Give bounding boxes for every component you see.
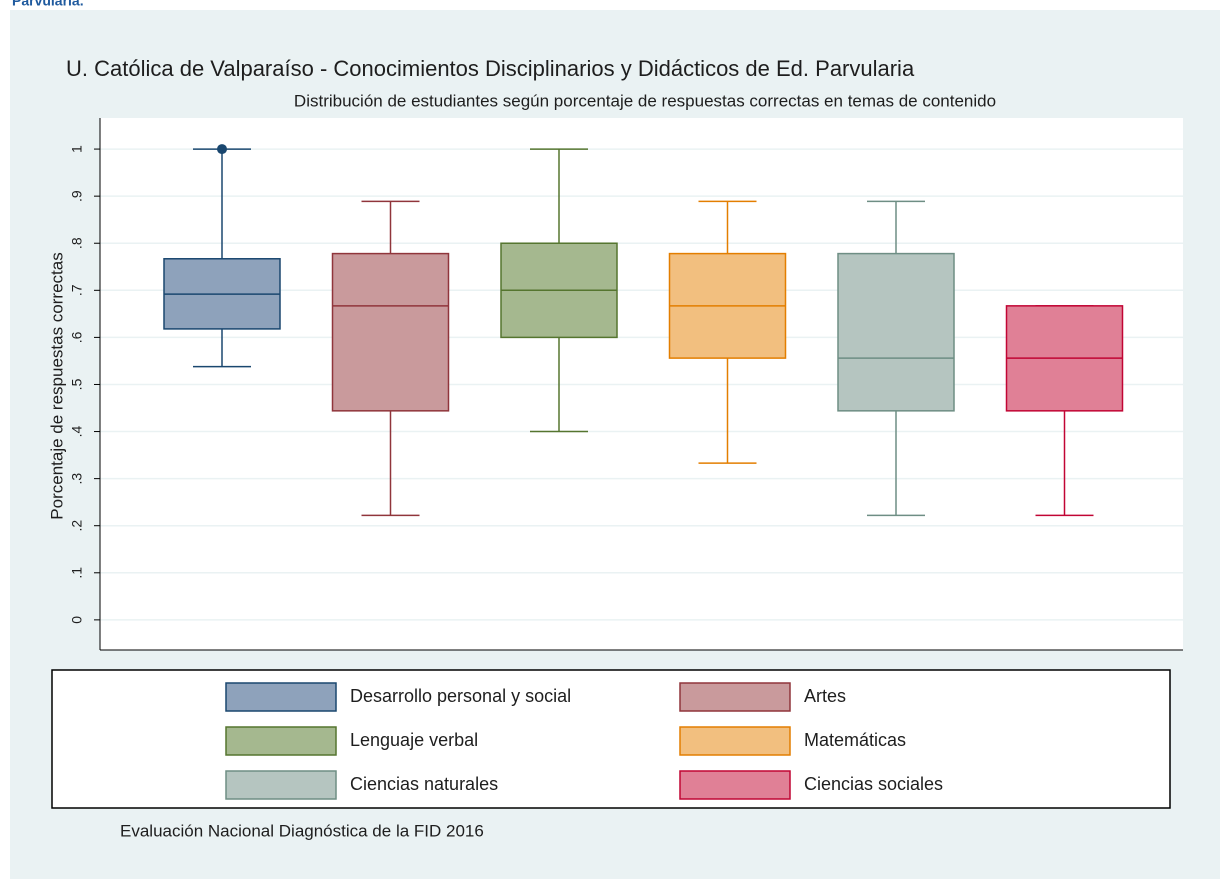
legend-label: Matemáticas	[804, 730, 906, 750]
legend-label: Ciencias sociales	[804, 774, 943, 794]
legend-swatch	[679, 726, 791, 756]
chart-subtitle: Distribución de estudiantes según porcen…	[294, 91, 996, 110]
legend-swatch	[225, 726, 337, 756]
legend	[51, 669, 1171, 809]
y-tick-label: .3	[69, 473, 85, 485]
box-group	[500, 148, 618, 433]
legend-swatch	[679, 770, 791, 800]
page-heading: Parvularia.	[12, 0, 84, 9]
legend-swatch	[679, 682, 791, 712]
box-group	[668, 200, 787, 464]
y-tick-label: 0	[69, 616, 85, 624]
legend-swatch	[225, 682, 337, 712]
y-axis-title: Porcentaje de respuestas correctas	[47, 252, 66, 519]
box-group	[837, 200, 955, 517]
y-tick-label: .8	[69, 237, 85, 249]
y-tick-label: .4	[69, 426, 85, 438]
legend-label: Ciencias naturales	[350, 774, 498, 794]
legend-label: Lenguaje verbal	[350, 730, 478, 750]
legend-swatch	[225, 770, 337, 800]
box	[837, 252, 955, 412]
y-tick-label: .2	[69, 520, 85, 532]
box	[331, 252, 450, 412]
legend-label: Artes	[804, 686, 846, 706]
outlier	[217, 144, 227, 155]
y-tick-label: .6	[69, 331, 85, 343]
y-tick-label: .1	[69, 567, 85, 579]
box-group	[331, 200, 450, 517]
y-tick-label: 1	[69, 145, 85, 153]
box-group	[1005, 305, 1124, 517]
box-group	[163, 144, 281, 368]
note: Evaluación Nacional Diagnóstica de la FI…	[120, 821, 484, 840]
chart-title: U. Católica de Valparaíso - Conocimiento…	[66, 56, 915, 81]
legend-label: Desarrollo personal y social	[350, 686, 571, 706]
y-tick-label: .9	[69, 190, 85, 202]
y-tick-label: .7	[69, 284, 85, 296]
y-tick-label: .5	[69, 378, 85, 390]
